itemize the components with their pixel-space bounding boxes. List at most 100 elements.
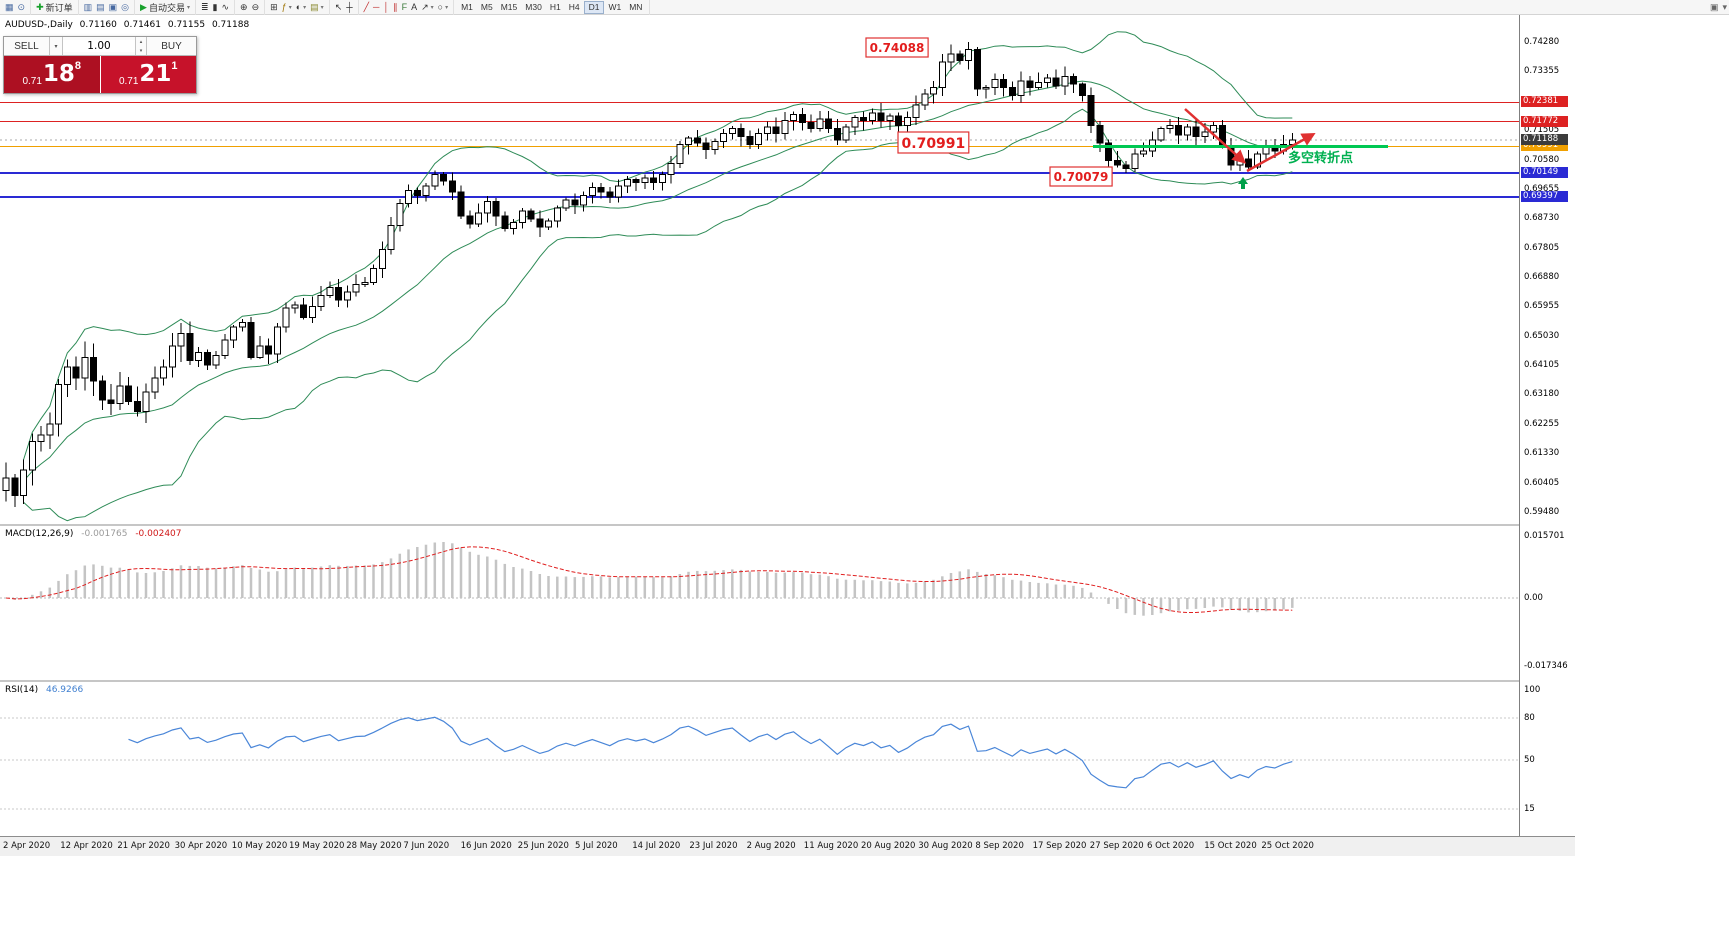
arrow-tool-icon[interactable]: ↗ ▾ [419, 1, 436, 14]
date-label: 12 Apr 2020 [60, 841, 113, 851]
candle [562, 199, 570, 209]
dropdown-caret-icon[interactable]: ▾ [303, 4, 307, 11]
macd-panel[interactable] [0, 526, 1519, 680]
crosshair-icon[interactable]: ┼ [344, 1, 354, 14]
chart-window-icon[interactable]: ▦ [3, 1, 16, 14]
market-watch-icon[interactable]: ▥ [82, 1, 95, 14]
trendline-icon: ╱ [363, 1, 370, 12]
candle [868, 112, 876, 122]
fibonacci-icon[interactable]: F [400, 1, 410, 14]
equidistant-channel-icon[interactable]: ∥ [391, 1, 400, 14]
terminal-icon[interactable]: ◎ [119, 1, 131, 14]
candle [737, 128, 745, 138]
timeframe-button-m30[interactable]: M30 [525, 1, 542, 12]
candlestick-chart-icon[interactable]: ▮ [211, 1, 220, 14]
volume-up-icon[interactable]: ▴ [139, 38, 143, 45]
window-menu-icon[interactable]: ▾ [1722, 2, 1727, 12]
order-type-caret-icon[interactable]: ▾ [50, 37, 63, 55]
zoom-out-icon[interactable]: ⊖ [250, 1, 262, 14]
timeframe-button-d1[interactable]: D1 [583, 0, 605, 14]
text-label-icon: A [411, 1, 418, 12]
dropdown-caret-icon[interactable]: ▾ [288, 4, 292, 11]
rsi-value: 46.9266 [45, 685, 84, 695]
autotrading-button[interactable]: ▶ 自动交易 ▾ [138, 1, 192, 14]
price-axis[interactable]: 0.742800.733550.724300.715050.705800.696… [1519, 14, 1575, 836]
cursor-icon[interactable]: ↖ [333, 1, 345, 14]
sell-mode-button[interactable]: SELL [4, 37, 50, 55]
sell-price-button[interactable]: 0.71 18 8 [4, 56, 100, 93]
bid-price-badge: 0.71188 [1521, 134, 1568, 146]
price-tick: 0.62255 [1524, 418, 1560, 429]
candle [1245, 158, 1252, 168]
chart-window-icon: ▦ [5, 1, 14, 12]
candle [116, 385, 124, 404]
candle [597, 186, 605, 193]
price-tick: 0.63180 [1524, 389, 1560, 400]
candle [475, 212, 482, 225]
dropdown-caret-icon[interactable]: ▾ [445, 4, 449, 11]
timeframe-button-h1[interactable]: H1 [549, 1, 561, 12]
rsi-panel[interactable] [0, 682, 1519, 836]
price-chart[interactable]: 0.74088 0.70991 0.70079 多空转折点 [0, 14, 1519, 525]
candle [816, 118, 824, 130]
timeframe-button-m1[interactable]: M1 [461, 1, 473, 12]
candle [1000, 79, 1007, 88]
line-chart-icon[interactable]: ∿ [219, 1, 231, 14]
zoom-in-icon[interactable]: ⊕ [238, 1, 250, 14]
candle [160, 366, 167, 379]
candle [501, 215, 509, 230]
dropdown-caret-icon[interactable]: ▾ [430, 4, 434, 11]
candle [72, 366, 80, 379]
tile-windows-icon[interactable]: ⊞ [268, 1, 280, 14]
price-tick: 0.65030 [1524, 330, 1560, 341]
candle [580, 194, 587, 206]
buy-price-button[interactable]: 0.71 21 1 [99, 56, 196, 93]
timeframe-button-m5[interactable]: M5 [480, 1, 493, 12]
panel-separator [0, 524, 1519, 526]
bollinger-upper [23, 31, 1293, 461]
data-window-icon[interactable]: ▤ [94, 1, 107, 14]
window-restore-icon[interactable]: ▣ [1709, 2, 1719, 12]
dropdown-caret-icon[interactable]: ▾ [320, 4, 324, 11]
macd-tick: -0.017346 [1524, 661, 1568, 671]
candle [1175, 125, 1182, 136]
level-price-badge: 0.70991 [1521, 140, 1568, 152]
bar-chart-icon[interactable]: ≣ [199, 1, 211, 14]
trendline-icon[interactable]: ╱ [362, 1, 371, 14]
templates-icon[interactable]: ▤ ▾ [308, 1, 326, 14]
date-label: 5 Jul 2020 [575, 841, 618, 851]
date-axis[interactable]: 2 Apr 2020 12 Apr 2020 21 Apr 2020 30 Apr 2… [0, 836, 1575, 856]
horizontal-line-icon[interactable]: ─ [371, 1, 381, 14]
timeframe-button-h4[interactable]: H4 [568, 1, 580, 12]
price-tick: 0.64105 [1524, 360, 1560, 371]
candle [1070, 75, 1077, 85]
candle [230, 326, 237, 341]
periods-icon[interactable]: ◐ ▾ [294, 1, 308, 14]
new-order-button[interactable]: ✚ 新订单 [34, 1, 75, 14]
candle [343, 291, 351, 301]
peak-price-label: 0.74088 [865, 37, 929, 58]
candle [973, 48, 981, 90]
buy-mode-button[interactable]: BUY [161, 40, 182, 52]
volume-input[interactable] [63, 40, 135, 52]
shapes-icon[interactable]: ○ ▾ [436, 1, 450, 14]
timeframe-button-w1[interactable]: W1 [608, 1, 622, 12]
date-label: 6 Oct 2020 [1147, 841, 1195, 851]
price-tick: 0.67805 [1524, 242, 1560, 253]
dropdown-caret-icon[interactable]: ▾ [186, 4, 190, 11]
preview-icon[interactable]: ⊙ [16, 1, 28, 14]
vertical-line-icon[interactable]: │ [381, 1, 391, 14]
indicators-icon: ƒ [281, 1, 287, 12]
candle [1253, 153, 1261, 168]
navigator-icon[interactable]: ▣ [107, 1, 120, 14]
text-label-icon[interactable]: A [409, 1, 419, 14]
volume-down-icon[interactable]: ▾ [139, 47, 143, 54]
candle [1157, 128, 1165, 141]
preview-icon: ⊙ [17, 1, 26, 12]
candle [2, 477, 10, 492]
timeframe-button-mn[interactable]: MN [629, 1, 643, 12]
main-toolbar: ▦ ⊙ ✚ 新订单 ▥ ▤ ▣ ◎ ▶ 自动交易 ▾ ≣ ▮ ∿ ⊕ ⊖ ⊞ ƒ ▾ ◐ ▾ ▤ ▾ ↖ ┼ ╱ ─ │ ∥ F A ↗ ▾ ○ ▾… [0, 0, 1729, 15]
timeframe-button-m15[interactable]: M15 [500, 1, 518, 12]
candle [1026, 80, 1034, 88]
indicators-icon[interactable]: ƒ ▾ [280, 1, 294, 14]
